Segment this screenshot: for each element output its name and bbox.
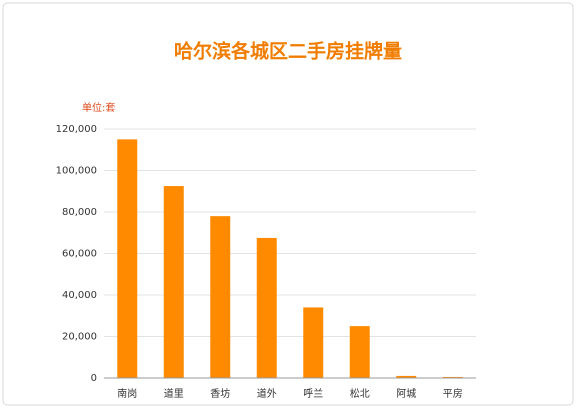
y-tick-label: 120,000 [56,124,97,135]
x-tick-label: 南岗 [117,387,137,400]
y-tick-label: 40,000 [62,290,97,301]
y-tick-label: 100,000 [56,166,97,177]
x-tick-label: 香坊 [210,387,230,400]
y-tick-label: 80,000 [62,207,97,218]
bar [396,375,417,378]
x-tick-label: 道里 [164,387,184,400]
y-tick-label: 0 [91,373,97,384]
bar [163,186,184,378]
bar [442,376,463,378]
bar [210,216,231,378]
bar [303,307,324,378]
y-tick-label: 60,000 [62,249,97,260]
card [2,2,574,406]
x-tick-label: 呼兰 [303,387,323,400]
bar [117,139,138,378]
unit-label: 单位:套 [82,101,115,114]
bar [256,237,277,378]
bar [349,326,370,378]
y-tick-label: 20,000 [62,332,97,343]
x-tick-label: 平房 [443,387,463,400]
x-tick-label: 阿城 [396,388,416,400]
x-tick-label: 松北 [350,387,370,400]
x-tick-label: 道外 [257,387,277,400]
chart-title: 哈尔滨各城区二手房挂牌量 [174,40,402,63]
